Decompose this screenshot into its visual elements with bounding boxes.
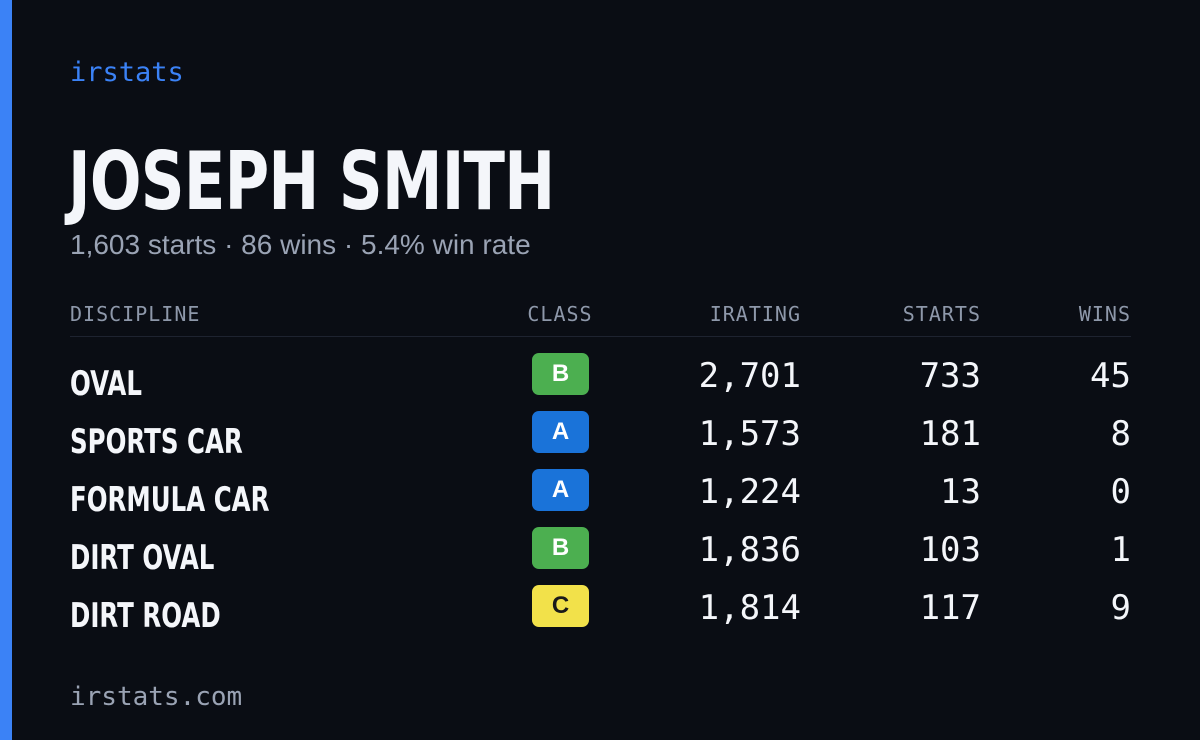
irating-value: 1,836 <box>698 530 801 570</box>
starts-value: 103 <box>919 530 981 570</box>
wins-value: 8 <box>1110 414 1131 454</box>
starts-value: 13 <box>940 472 981 512</box>
irating-value: 1,814 <box>698 588 801 628</box>
driver-name: JOSEPH SMITH <box>68 135 555 228</box>
starts-value: 181 <box>919 414 981 454</box>
class-badge: B <box>532 527 589 569</box>
irating-value: 1,573 <box>698 414 801 454</box>
starts-value: 733 <box>919 356 981 396</box>
header-discipline: DISCIPLINE <box>70 302 201 326</box>
header-class: CLASS <box>527 302 593 326</box>
wins-value: 0 <box>1110 472 1131 512</box>
table-row: DIRT ROAD C 1,814 117 9 <box>70 585 1131 643</box>
class-badge: C <box>532 585 589 627</box>
table-row: FORMULA CAR A 1,224 13 0 <box>70 469 1131 527</box>
discipline-name: SPORTS CAR <box>70 422 243 462</box>
starts-value: 117 <box>919 588 981 628</box>
table-header: DISCIPLINE CLASS IRATING STARTS WINS <box>70 298 1131 337</box>
class-badge: A <box>532 411 589 453</box>
class-badge: B <box>532 353 589 395</box>
stats-table: DISCIPLINE CLASS IRATING STARTS WINS OVA… <box>70 298 1131 643</box>
header-wins: WINS <box>1078 302 1131 326</box>
table-row: DIRT OVAL B 1,836 103 1 <box>70 527 1131 585</box>
driver-summary: 1,603 starts · 86 wins · 5.4% win rate <box>70 229 531 260</box>
wins-value: 1 <box>1110 530 1131 570</box>
brand-logo: irstats <box>70 57 184 88</box>
accent-bar <box>0 0 12 740</box>
discipline-name: DIRT ROAD <box>70 596 221 636</box>
table-body: OVAL B 2,701 733 45 SPORTS CAR A 1,573 1… <box>70 337 1131 643</box>
header-irating: IRATING <box>709 302 801 326</box>
wins-value: 9 <box>1110 588 1131 628</box>
header-starts: STARTS <box>902 302 981 326</box>
irating-value: 1,224 <box>698 472 801 512</box>
table-row: OVAL B 2,701 733 45 <box>70 353 1131 411</box>
irating-value: 2,701 <box>698 356 801 396</box>
discipline-name: DIRT OVAL <box>70 538 215 578</box>
class-badge: A <box>532 469 589 511</box>
discipline-name: OVAL <box>70 364 142 404</box>
footer-url: irstats.com <box>70 682 243 712</box>
table-row: SPORTS CAR A 1,573 181 8 <box>70 411 1131 469</box>
wins-value: 45 <box>1090 356 1131 396</box>
discipline-name: FORMULA CAR <box>70 480 270 520</box>
